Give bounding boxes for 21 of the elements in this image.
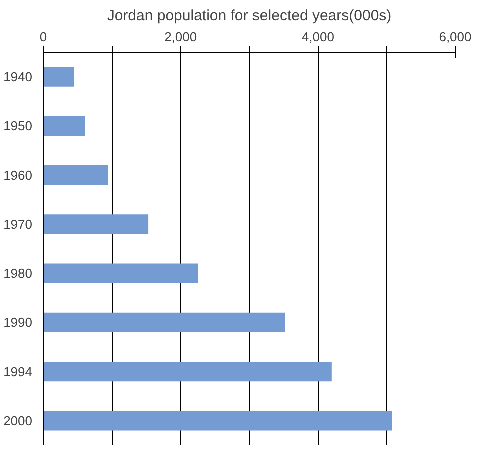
bar — [44, 165, 108, 186]
y-tick-label: 1990 — [4, 315, 32, 330]
y-tick-label: 1950 — [4, 118, 32, 134]
bar — [44, 411, 392, 431]
x-tick-label: 6,000 — [439, 30, 472, 44]
bar — [44, 116, 86, 136]
x-tick-label: 0 — [40, 30, 48, 44]
bar — [44, 312, 286, 333]
x-tick-label: 4,000 — [302, 30, 334, 44]
y-tick-label: 1994 — [4, 364, 32, 380]
y-tick-label: 2000 — [4, 413, 32, 428]
bar — [44, 264, 198, 284]
x-tick-label: 2,000 — [164, 30, 198, 44]
y-tick-label: 1970 — [4, 216, 32, 232]
bar — [44, 362, 332, 382]
y-tick-label: 1960 — [4, 168, 32, 183]
chart-title: Jordan population for selected years(000s) — [107, 8, 392, 24]
bar — [44, 214, 149, 234]
bar — [44, 67, 74, 87]
y-tick-label: 1980 — [4, 266, 32, 282]
y-tick-label: 1940 — [4, 70, 32, 85]
